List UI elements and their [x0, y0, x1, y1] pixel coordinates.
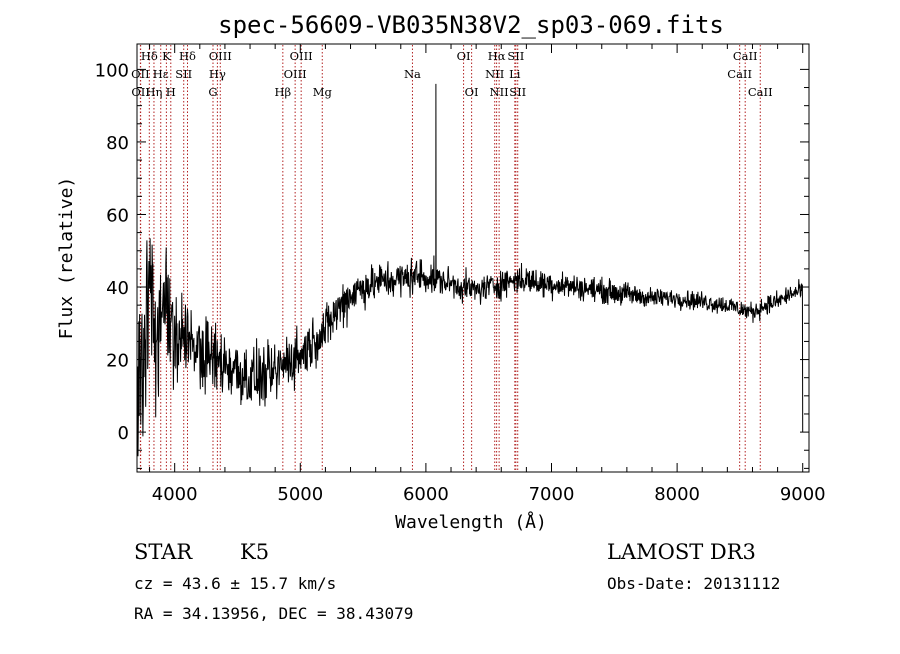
y-axis-ticks: 0 20 40 60 80 100 — [95, 60, 809, 469]
sky-coordinates: RA = 34.13956, DEC = 38.43079 — [134, 604, 413, 623]
x-axis-label: Wavelength (Å) — [395, 511, 547, 533]
x-tick-label: 6000 — [403, 484, 449, 505]
spectral-line-label: OIII — [284, 67, 307, 81]
y-axis-label: Flux (relative) — [56, 177, 77, 340]
spectral-line-label: OIII — [209, 49, 232, 63]
x-tick-label: 4000 — [152, 484, 198, 505]
spectral-line-label: OII — [131, 85, 150, 99]
spectral-line-label: Hη — [145, 85, 162, 99]
observation-date: Obs-Date: 20131112 — [607, 574, 780, 593]
plot-frame — [136, 43, 810, 473]
survey-name: LAMOST DR3 — [607, 540, 756, 564]
spectral-line-label: Hδ — [179, 49, 196, 63]
spectral-line-markers — [139, 45, 761, 471]
spectral-line-label: OI — [457, 49, 471, 63]
y-tick-label: 0 — [118, 423, 129, 444]
spectral-line-label: OIII — [290, 49, 313, 63]
x-tick-label: 9000 — [780, 484, 826, 505]
spectral-line-label: SII — [175, 67, 192, 81]
spectral-line-label: SII — [509, 85, 526, 99]
spectral-line-label: H — [166, 85, 176, 99]
y-tick-label: 40 — [106, 278, 129, 299]
spectral-line-label: NII — [485, 67, 504, 81]
spectral-line-label: Hα — [488, 49, 506, 63]
spectral-line-label: G — [208, 85, 217, 99]
spectral-line-label: SII — [507, 49, 524, 63]
spectral-line-label: CaII — [727, 67, 752, 81]
spectral-line-label: CaII — [748, 85, 773, 99]
y-tick-label: 100 — [95, 60, 129, 81]
y-tick-label: 60 — [106, 205, 129, 226]
x-axis-ticks: 4000 5000 6000 7000 8000 9000 — [149, 44, 826, 505]
spectral-line-label: Mg — [313, 85, 333, 99]
x-tick-label: 5000 — [277, 484, 323, 505]
y-tick-label: 20 — [106, 351, 129, 372]
spectral-line-label: Hβ — [274, 85, 291, 99]
y-tick-label: 80 — [106, 133, 129, 154]
spectral-line-label: Na — [404, 67, 421, 81]
spectral-line-label: Hε — [153, 67, 169, 81]
spectral-line-label: OII — [131, 67, 150, 81]
object-class: STAR — [134, 540, 193, 564]
series-layer — [137, 83, 804, 457]
spectral-line-label: NII — [490, 85, 509, 99]
redshift-velocity: cz = 43.6 ± 15.7 km/s — [134, 574, 336, 593]
spectral-line-label: Hδ — [141, 49, 158, 63]
spectral-line-label: OI — [465, 85, 479, 99]
object-subclass: K5 — [240, 540, 269, 564]
spectral-line-label: K — [162, 49, 171, 63]
spectral-line-label: CaII — [733, 49, 758, 63]
spectrum-series-line — [137, 83, 804, 457]
x-tick-label: 8000 — [654, 484, 700, 505]
spectral-line-label: Hγ — [209, 67, 226, 81]
chart-title: spec-56609-VB035N38V2_sp03-069.fits — [218, 11, 724, 39]
spectral-line-label: Li — [509, 67, 521, 81]
x-tick-label: 7000 — [529, 484, 575, 505]
